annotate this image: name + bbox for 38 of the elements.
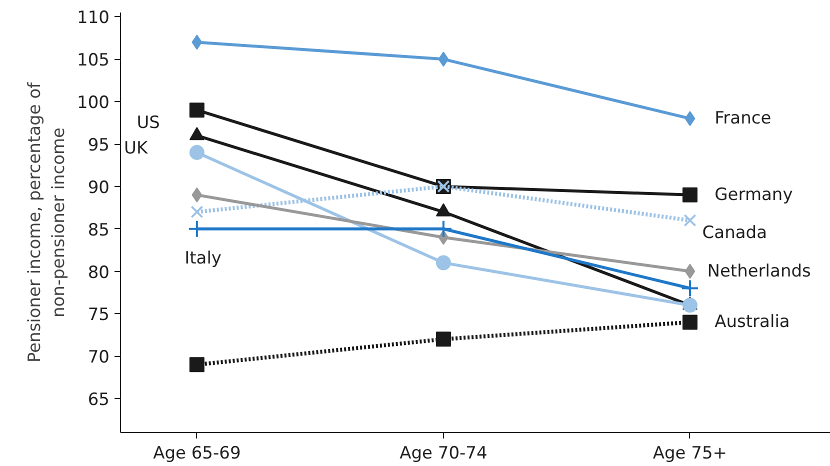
- y-tick-label: 90: [88, 178, 110, 198]
- point: [682, 314, 698, 330]
- series-label: Italy: [184, 248, 222, 269]
- y-axis-title: Pensioner income, percentage of non-pensioner income: [25, 81, 70, 363]
- series-label: US: [136, 112, 160, 133]
- y-tick-label: 100: [77, 93, 110, 114]
- x-tick-label: Age 65-69: [153, 444, 241, 464]
- series-label: Germany: [714, 184, 793, 205]
- point: [436, 332, 451, 347]
- x-tick-label: Age 70-74: [400, 444, 488, 464]
- series-label: Netherlands: [707, 261, 812, 282]
- point: [436, 255, 451, 270]
- point: [680, 279, 699, 298]
- series-label: France: [714, 108, 772, 129]
- y-tick-label: 95: [88, 136, 110, 156]
- point: [684, 111, 696, 126]
- series-label: Australia: [714, 312, 790, 332]
- series-label: Canada: [702, 223, 768, 244]
- text: UK: [124, 138, 148, 158]
- y-tick-label: 65: [88, 390, 110, 410]
- point: [682, 187, 698, 202]
- point: [189, 357, 204, 372]
- point: [190, 206, 204, 218]
- point: [684, 214, 696, 227]
- y-tick-label: 75: [88, 305, 110, 326]
- point: [192, 34, 202, 50]
- x-tick-label: Age 75+: [652, 444, 728, 464]
- point: [684, 264, 696, 279]
- y-tick-label: 70: [88, 348, 110, 368]
- y-tick-label: 110: [77, 8, 110, 28]
- point: [438, 52, 449, 67]
- point: [189, 145, 204, 160]
- y-tick-label: 80: [88, 262, 110, 283]
- point: [682, 298, 698, 313]
- point: [189, 102, 204, 118]
- point: [192, 187, 202, 202]
- y-tick-label: 85: [88, 220, 110, 240]
- y-tick-label: 105: [77, 50, 110, 71]
